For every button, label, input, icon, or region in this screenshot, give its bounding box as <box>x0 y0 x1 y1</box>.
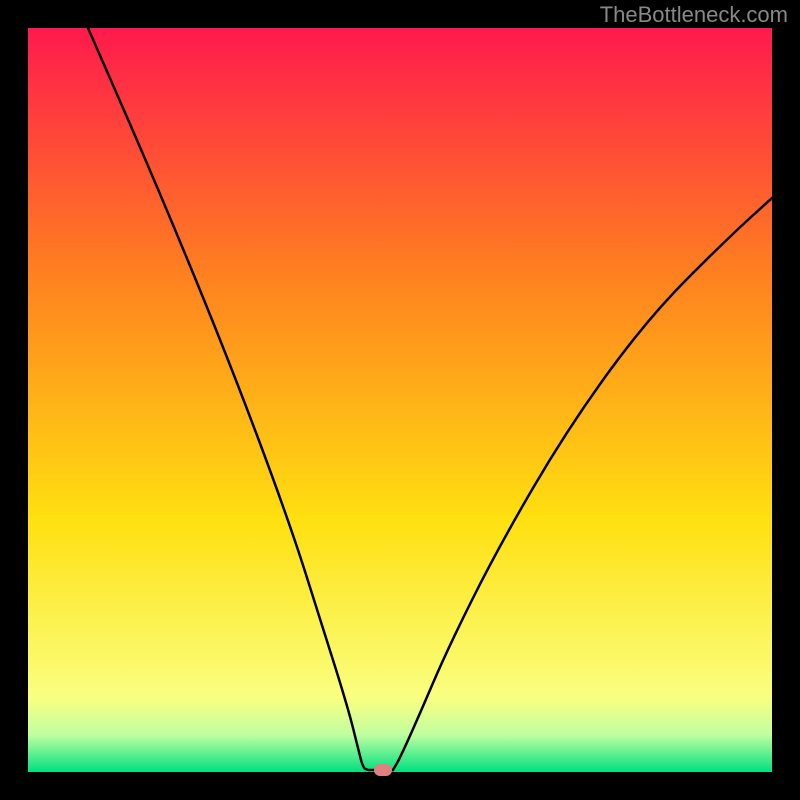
bottleneck-marker <box>374 764 392 776</box>
v-curve <box>28 28 772 772</box>
chart-plot-area <box>28 28 772 772</box>
watermark-text: TheBottleneck.com <box>600 2 788 28</box>
